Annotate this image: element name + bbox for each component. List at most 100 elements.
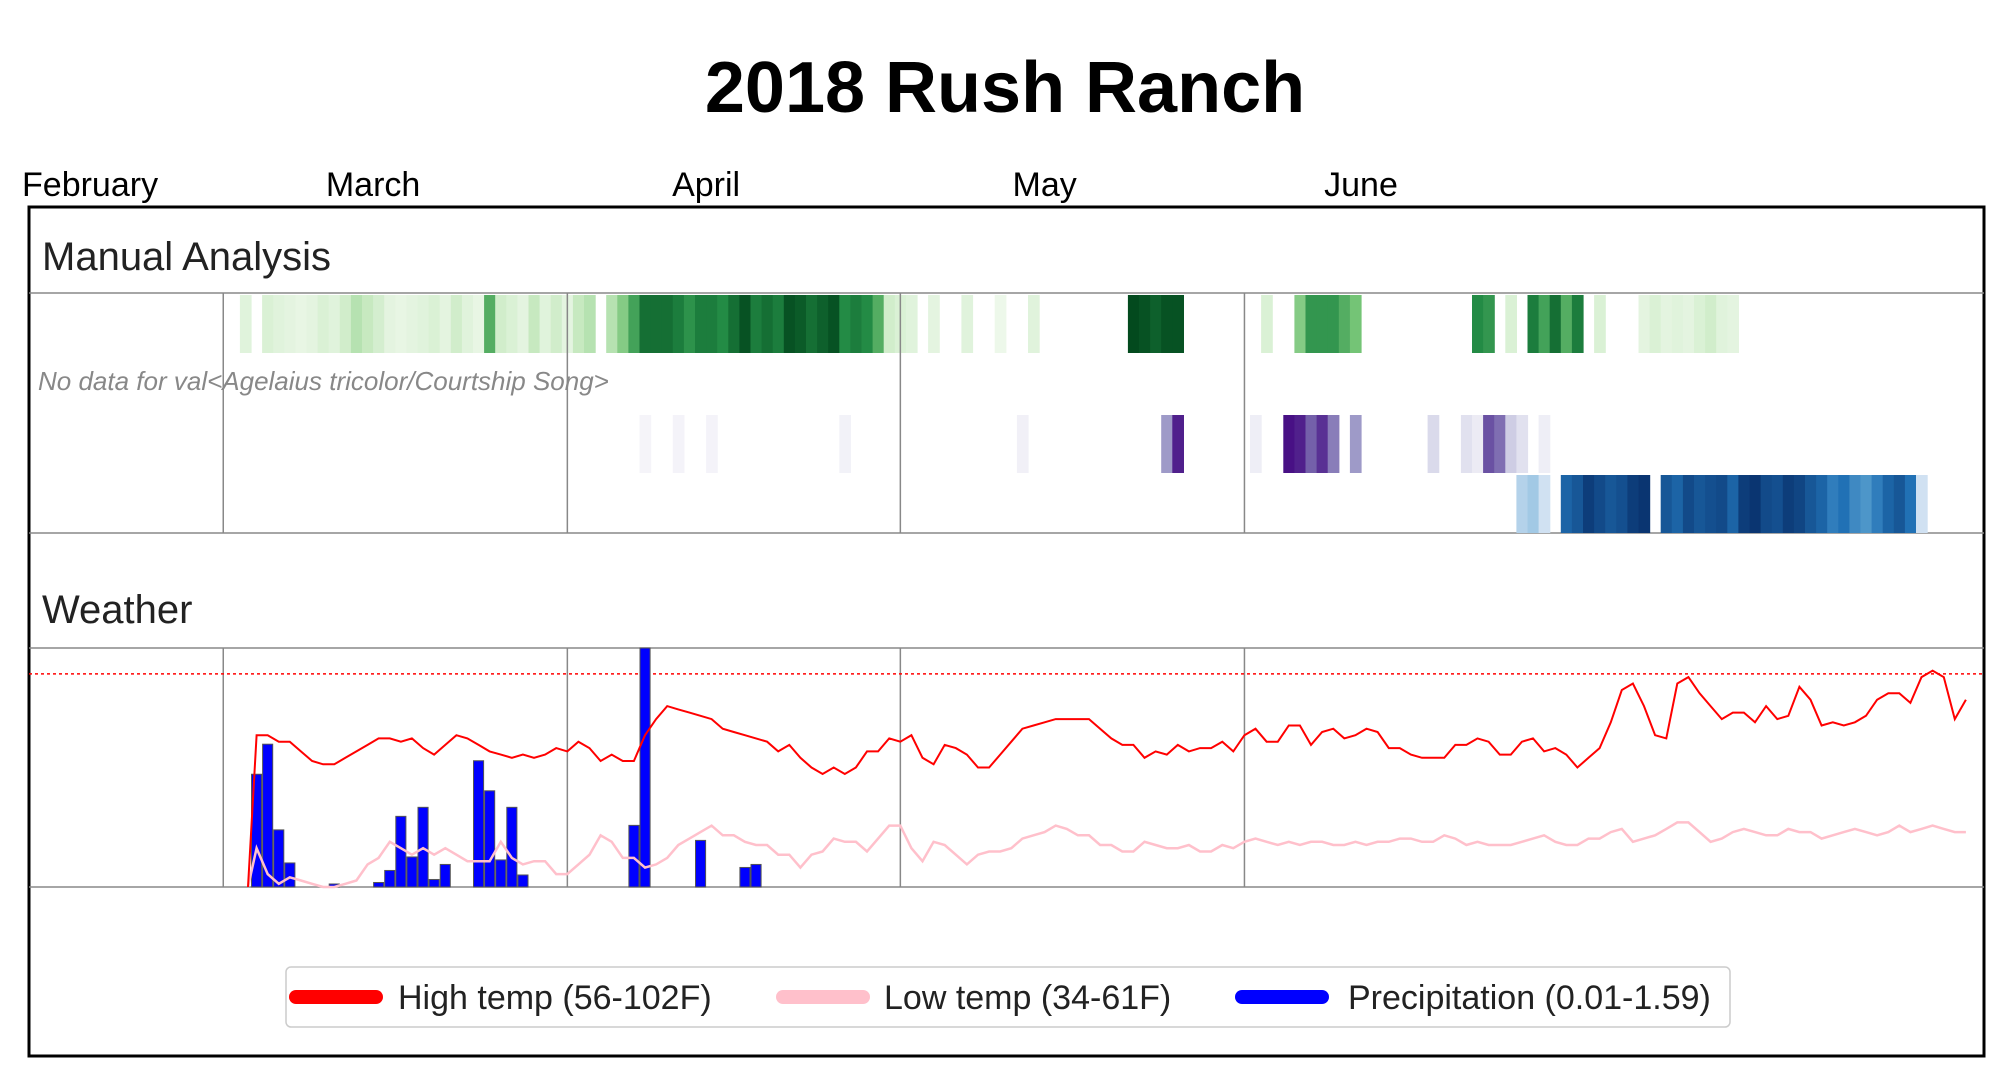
heatmap-cell [1671, 475, 1684, 533]
heatmap-cell [1505, 295, 1517, 353]
heatmap-cell [761, 295, 774, 353]
precip-bar [628, 824, 640, 888]
heatmap-cell [1327, 415, 1340, 473]
heatmap-cell [1749, 475, 1762, 533]
heatmap-cell [783, 295, 796, 353]
heatmap-cell [1638, 475, 1651, 533]
heatmap-cell [1316, 415, 1329, 473]
precip-bar [273, 829, 285, 888]
heatmap-cell [439, 295, 452, 353]
heatmap-cell [1505, 415, 1517, 473]
heatmap-cell [262, 295, 274, 353]
heatmap-cell [883, 295, 896, 353]
heatmap-cell [539, 295, 552, 353]
heatmap-cell [1327, 295, 1340, 353]
heatmap-cell [1904, 475, 1917, 533]
heatmap-cell [1527, 475, 1540, 533]
heatmap-cell [717, 295, 729, 353]
month-labels: February March April May June [22, 166, 1398, 204]
heatmap-cell [1150, 295, 1162, 353]
precip-bar [750, 863, 762, 888]
heatmap-cell [1827, 475, 1839, 533]
heatmap-cell [1472, 295, 1484, 353]
heatmap-cell [1771, 475, 1784, 533]
precip-bar [406, 856, 418, 888]
heatmap-cell [417, 295, 430, 353]
heatmap-cell [1028, 295, 1040, 353]
heatmap-cell [1139, 295, 1151, 353]
month-label-april: April [672, 166, 740, 204]
heatmap-cell [1583, 475, 1595, 533]
heatmap-cell [1571, 295, 1584, 353]
heatmap-cell [273, 295, 285, 353]
heatmap-cell [1616, 475, 1628, 533]
heatmap-cell [672, 415, 685, 473]
heatmap-cell [1793, 475, 1806, 533]
month-label-march: March [326, 166, 420, 204]
heatmap-cell [528, 295, 541, 353]
heatmap-cell [1849, 475, 1862, 533]
precip-bar [262, 743, 274, 888]
heatmap-cell [706, 295, 718, 353]
heatmap-cell [1349, 295, 1362, 353]
precip-bar [484, 790, 496, 888]
low-temp-line [246, 821, 1966, 889]
heatmap-cell [1261, 295, 1273, 353]
heatmap-cell [872, 295, 885, 353]
manual-grid-lines [222, 293, 1246, 533]
heatmap-cell [1305, 295, 1318, 353]
heatmap-cell [1549, 295, 1562, 353]
heatmap-cell [1560, 295, 1573, 353]
heatmap-cell [728, 295, 740, 353]
heatmap-cell [406, 295, 419, 353]
heatmap-cell [839, 295, 851, 353]
heatmap-cell [1882, 475, 1895, 533]
heatmap-cell [1716, 475, 1728, 533]
heatmap-cell [994, 295, 1007, 353]
heatmap-cell [1605, 475, 1617, 533]
heatmap-cell [650, 295, 663, 353]
heatmap-cell [1760, 475, 1773, 533]
heatmap-cell [672, 295, 685, 353]
heatmap-cells [239, 295, 1928, 533]
heatmap-cell [928, 295, 940, 353]
heatmap-cell [1860, 475, 1873, 533]
heatmap-cell [1671, 295, 1684, 353]
heatmap-cell [1705, 475, 1717, 533]
heatmap-cell [1694, 295, 1706, 353]
heatmap-cell [628, 295, 641, 353]
heatmap-cell [839, 415, 851, 473]
heatmap-cell [495, 295, 507, 353]
precip-bar [639, 647, 651, 888]
heatmap-cell [317, 295, 330, 353]
heatmap-cell [606, 295, 618, 353]
heatmap-cell [1916, 475, 1928, 533]
heatmap-cell [1716, 295, 1728, 353]
heatmap-cell [1627, 475, 1640, 533]
legend: High temp (56-102F) Low temp (34-61F) Prec… [285, 966, 1731, 1028]
heatmap-cell [1538, 295, 1551, 353]
heatmap-cell [1738, 475, 1751, 533]
heatmap-cell [1483, 295, 1495, 353]
heatmap-cell [639, 295, 652, 353]
heatmap-cell [806, 295, 818, 353]
heatmap-cell [1250, 415, 1262, 473]
heatmap-cell [384, 295, 396, 353]
heatmap-cell [1338, 295, 1351, 353]
heatmap-cell [1594, 295, 1606, 353]
precip-bar [517, 874, 529, 888]
heatmap-cell [750, 295, 763, 353]
heatmap-cell [1571, 475, 1584, 533]
heatmap-cell [1838, 475, 1850, 533]
heatmap-cell [1660, 295, 1673, 353]
heatmap-cell [1483, 415, 1495, 473]
section-title-weather: Weather [42, 588, 192, 632]
heatmap-cell [295, 295, 308, 353]
heatmap-cell [1294, 295, 1307, 353]
heatmap-cell [328, 295, 341, 353]
heatmap-cell [1782, 475, 1795, 533]
chart-title: 2018 Rush Ranch [705, 48, 1305, 128]
month-label-june: June [1324, 166, 1398, 204]
heatmap-cell [1161, 415, 1173, 473]
heatmap-cell [1805, 475, 1817, 533]
